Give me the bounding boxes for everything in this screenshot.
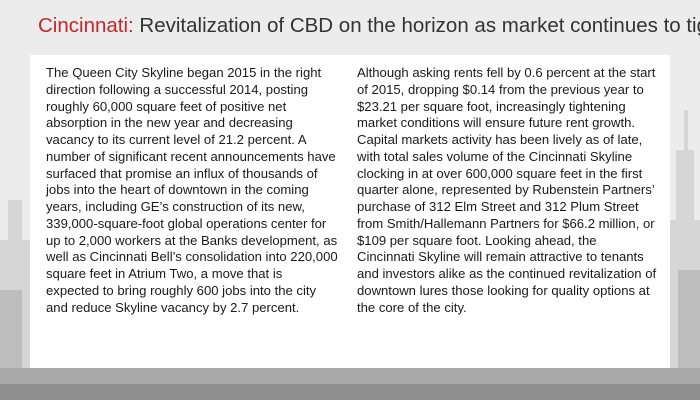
content-panel: The Queen City Skyline began 2015 in the… — [30, 55, 670, 368]
title-text: Revitalization of CBD on the horizon as … — [133, 14, 700, 37]
title-city: Cincinnati: — [38, 14, 134, 37]
left-paragraph: The Queen City Skyline began 2015 in the… — [46, 65, 338, 315]
slide-title: Cincinnati: Revitalization of CBD on the… — [38, 14, 700, 38]
right-paragraph: Although asking rents fell by 0.6 percen… — [357, 65, 657, 315]
